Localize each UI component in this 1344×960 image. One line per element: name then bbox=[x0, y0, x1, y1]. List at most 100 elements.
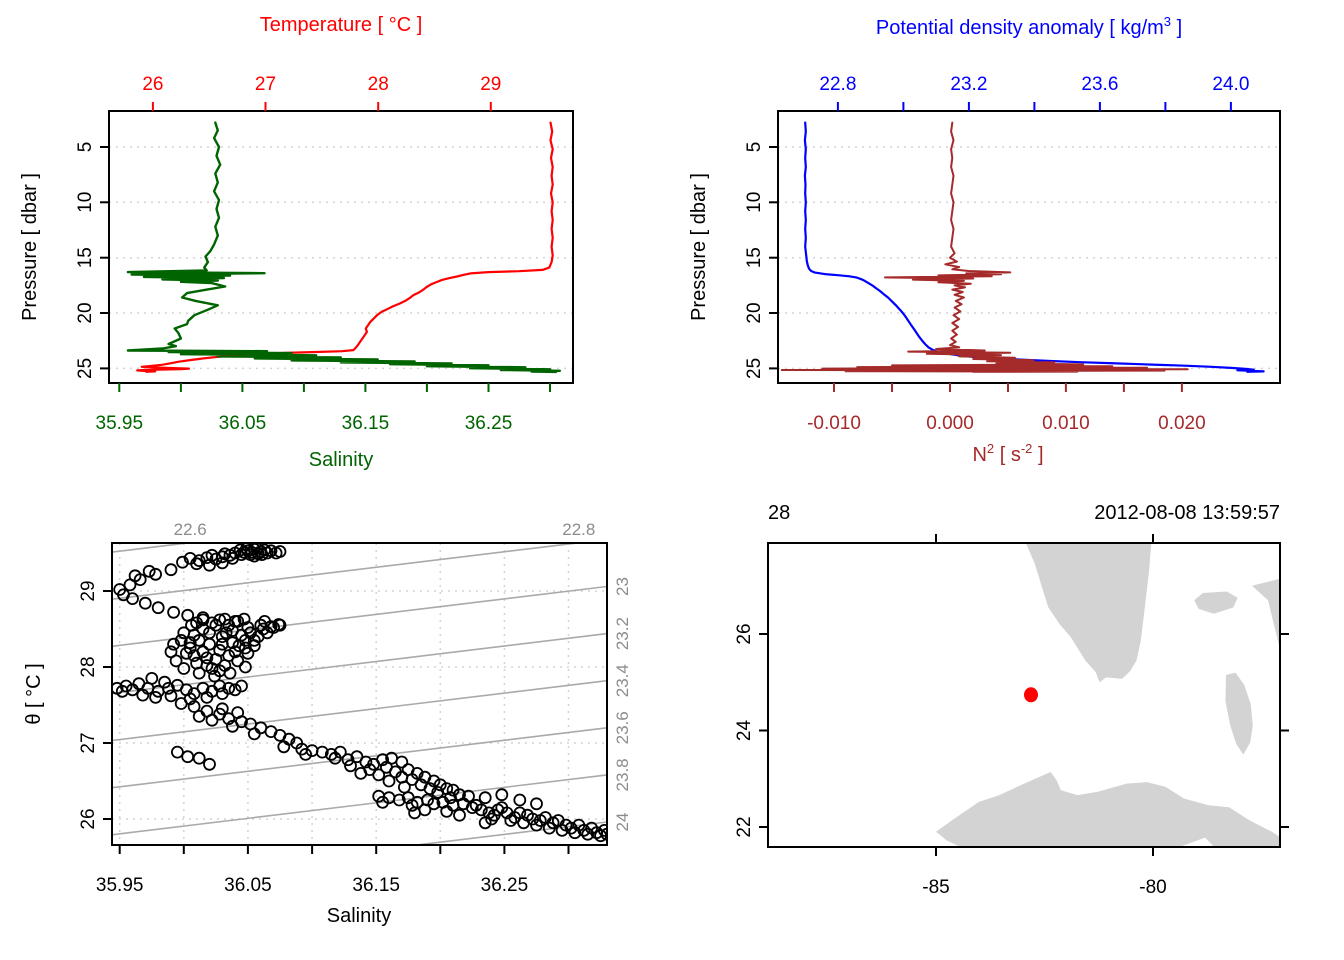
scatter-point bbox=[485, 812, 499, 826]
scatter-point bbox=[181, 750, 195, 764]
scatter-point bbox=[324, 748, 338, 761]
tick-label: 15 bbox=[75, 247, 96, 268]
scatter-point bbox=[600, 827, 607, 841]
scatter-point bbox=[277, 740, 291, 754]
scatter-point bbox=[231, 706, 245, 719]
tick-label: 29 bbox=[480, 74, 501, 95]
scatter-point bbox=[397, 780, 411, 794]
tick-label: 25 bbox=[75, 358, 96, 379]
tick-label: 10 bbox=[744, 192, 765, 213]
scatter-point bbox=[235, 628, 248, 642]
scatter-point bbox=[176, 555, 189, 569]
density-axis-title: Potential density anomaly [ kg/m3 ] bbox=[876, 12, 1182, 38]
scatter-point bbox=[196, 613, 210, 627]
scatter-point bbox=[504, 814, 518, 827]
tick-label: 36.05 bbox=[224, 875, 272, 896]
salinity-axis-title-ts: Salinity bbox=[326, 905, 392, 927]
land-polygon-cuba bbox=[936, 772, 1280, 847]
axis-left-p4: 22 24 26 bbox=[734, 623, 768, 838]
scatter-point bbox=[247, 549, 261, 563]
salinity-line bbox=[126, 121, 561, 374]
scatter-point bbox=[183, 636, 197, 650]
plot-area-p1 bbox=[109, 121, 573, 374]
scatter-point bbox=[577, 824, 591, 837]
tick-label: -0.010 bbox=[807, 413, 861, 434]
plot-area-p2 bbox=[778, 121, 1280, 373]
scatter-point bbox=[203, 637, 216, 651]
theta-axis-title: θ [ °C ] bbox=[23, 663, 45, 725]
scatter-point bbox=[315, 745, 329, 759]
scatter-point bbox=[405, 798, 419, 812]
panel-p2: 22.8 23.2 23.6 24.0 -0.010 0.000 0.010 0.020 5 10… bbox=[744, 74, 1281, 434]
tick-label: 27 bbox=[255, 74, 276, 95]
tick-label: 28 bbox=[78, 656, 99, 677]
scatter-point bbox=[215, 702, 229, 716]
isopycnal-line-22.8 bbox=[112, 543, 584, 600]
tick-label: 24 bbox=[734, 720, 755, 742]
tick-label: 22.8 bbox=[819, 74, 856, 95]
axis-top-p1: 26 27 28 29 bbox=[142, 74, 501, 111]
scatter-point bbox=[408, 806, 422, 820]
tick-label: -80 bbox=[1139, 877, 1166, 898]
scatter-point bbox=[203, 757, 216, 771]
scatter-point bbox=[581, 827, 595, 841]
axis-right-p4 bbox=[1280, 633, 1289, 828]
scatter-point bbox=[354, 767, 368, 780]
tick-label: 28 bbox=[368, 74, 389, 95]
tick-label: 23.2 bbox=[950, 74, 987, 95]
isopycnal-label-right: 23.2 bbox=[613, 617, 632, 650]
scatter-point bbox=[446, 798, 460, 812]
land-polygon-grand-bahama bbox=[1194, 591, 1238, 614]
isopycnal-line-23.4 bbox=[112, 679, 607, 742]
scatter-point bbox=[542, 821, 556, 835]
station-number-label: 28 bbox=[768, 502, 791, 524]
tick-label: 20 bbox=[75, 302, 96, 323]
title-part: ] bbox=[1032, 443, 1044, 466]
scatter-point bbox=[187, 700, 201, 713]
scatter-point bbox=[495, 788, 509, 802]
scatter-point bbox=[530, 818, 543, 832]
scatter-point bbox=[164, 563, 178, 577]
scatter-point bbox=[205, 548, 219, 562]
scatter-point bbox=[478, 816, 492, 830]
scatter-point bbox=[209, 653, 223, 666]
tick-label: 36.05 bbox=[219, 413, 267, 434]
scatter-point bbox=[170, 745, 184, 759]
tick-label: 24.0 bbox=[1212, 74, 1249, 95]
isopycnal-label-right: 23.6 bbox=[613, 711, 632, 744]
scatter-point bbox=[164, 645, 178, 659]
isopycnal-label-right: 24 bbox=[613, 813, 632, 832]
tick-label: 20 bbox=[744, 302, 765, 323]
axis-left-p1: 5 10 15 20 25 bbox=[75, 142, 109, 379]
scatter-point bbox=[177, 662, 191, 675]
scatter-point bbox=[167, 637, 181, 651]
isopycnal-contours bbox=[112, 543, 607, 845]
scatter-point bbox=[478, 791, 492, 805]
n2-buoyancy-frequency-line bbox=[780, 121, 1189, 373]
scatter-point bbox=[215, 687, 229, 700]
scatter-point bbox=[462, 789, 475, 803]
scatter-point bbox=[128, 569, 142, 583]
scatter-point bbox=[256, 622, 270, 636]
scatter-point bbox=[431, 786, 445, 799]
land-polygon-abaco-eleuthera bbox=[1252, 578, 1280, 650]
scatter-point bbox=[247, 639, 261, 653]
scatter-point bbox=[223, 548, 237, 562]
scatter-point bbox=[213, 679, 227, 693]
scatter-point bbox=[376, 753, 390, 767]
tick-label: 36.15 bbox=[342, 413, 390, 434]
panel-p3: 22.6 22.8 23 23.2 23.4 23.6 23.8 24 35.95 36.05 36… bbox=[78, 520, 632, 896]
scatter-point bbox=[328, 751, 342, 765]
scatter-point bbox=[272, 618, 286, 631]
isopycnal-line-23.2 bbox=[112, 632, 607, 695]
tick-label: 22 bbox=[734, 816, 755, 837]
scatter-point bbox=[149, 691, 163, 704]
axis-bottom-p3: 35.95 36.05 36.15 36.25 bbox=[96, 845, 570, 896]
scatter-point bbox=[376, 795, 390, 809]
plot-area-p4 bbox=[936, 543, 1280, 847]
scatter-point bbox=[555, 824, 569, 837]
temperature-axis-title: Temperature [ °C ] bbox=[259, 14, 423, 36]
scatter-point bbox=[138, 596, 152, 610]
axis-top-p4 bbox=[935, 534, 1154, 543]
isopycnal-line-23.6 bbox=[112, 727, 607, 789]
